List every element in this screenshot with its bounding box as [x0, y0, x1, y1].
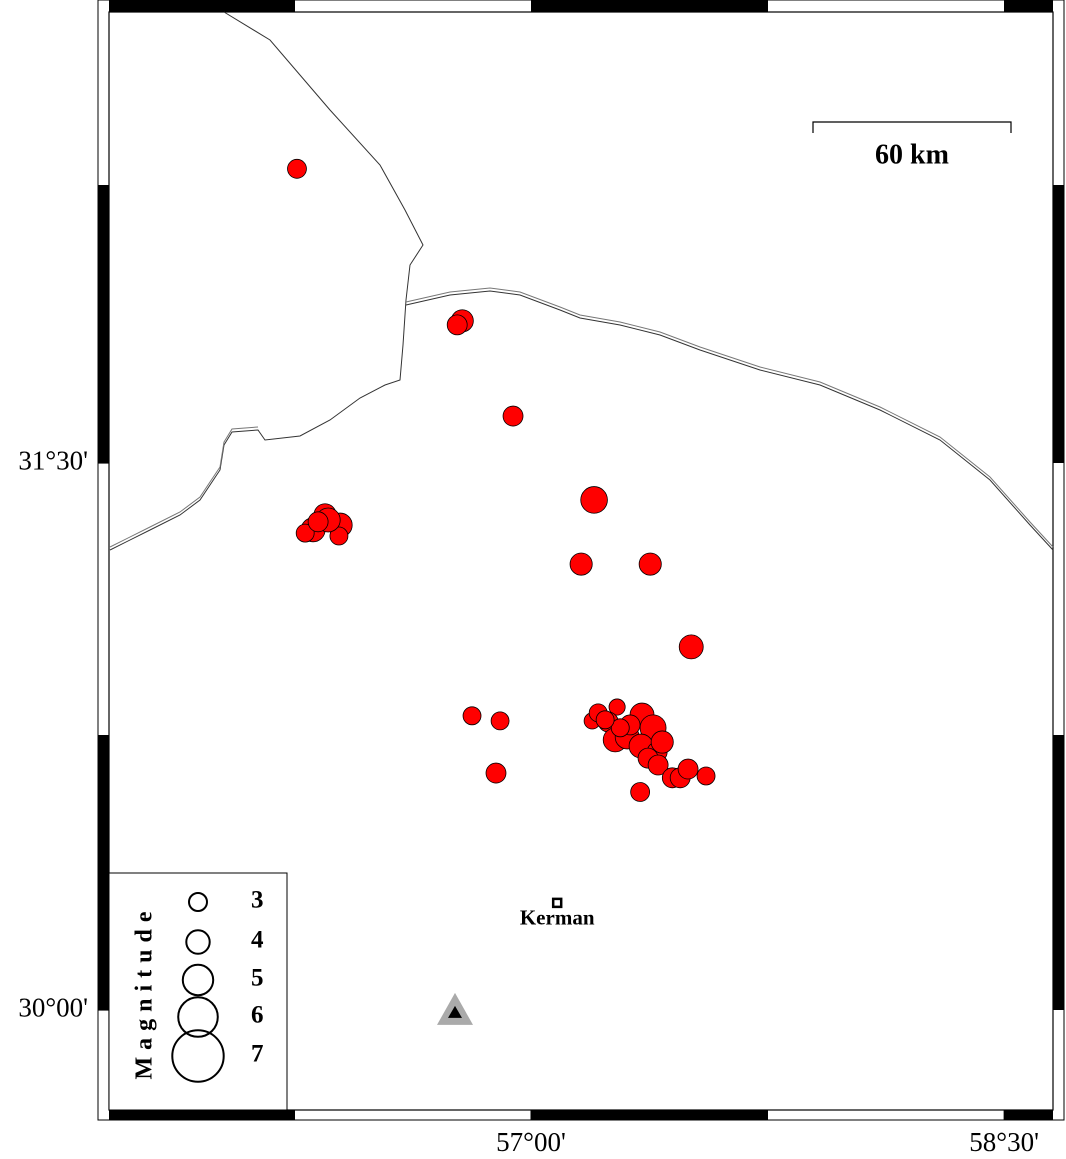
earthquake — [307, 511, 329, 533]
scale-label: 60 km — [875, 139, 949, 170]
legend-circle — [177, 996, 219, 1038]
earthquake — [610, 718, 630, 738]
earthquake — [595, 710, 615, 730]
legend-label: 7 — [251, 1041, 264, 1068]
city-label: Kerman — [520, 906, 595, 930]
station-inner — [447, 1005, 462, 1018]
lon-tick-label: 58°30' — [969, 1127, 1039, 1157]
legend-circle — [181, 963, 215, 997]
legend-circle — [171, 1029, 225, 1083]
legend-label: 6 — [251, 1002, 264, 1029]
legend-label: 4 — [251, 927, 264, 954]
legend-box — [108, 872, 288, 1111]
earthquake — [485, 762, 507, 784]
earthquake — [647, 754, 669, 776]
legend-label: 5 — [251, 965, 264, 992]
earthquake — [678, 634, 704, 660]
legend-title: Magnitude — [132, 904, 158, 1079]
earthquake — [490, 711, 510, 731]
scale-bar — [812, 121, 1012, 133]
legend-circle — [185, 929, 211, 955]
lat-tick-label: 31°30' — [18, 445, 88, 475]
lat-tick-label: 30°00' — [18, 992, 88, 1022]
earthquake — [446, 314, 468, 336]
earthquake — [287, 158, 307, 179]
earthquake — [650, 730, 674, 754]
earthquake — [580, 486, 608, 514]
earthquake — [677, 758, 699, 780]
earthquake — [630, 782, 651, 802]
legend-label: 3 — [251, 887, 264, 914]
borders — [109, 11, 1054, 551]
earthquake — [502, 405, 524, 427]
lon-tick-label: 57°00' — [496, 1127, 566, 1157]
earthquake — [608, 698, 626, 716]
earthquake — [638, 552, 662, 576]
earthquake — [462, 706, 482, 726]
earthquake — [329, 526, 349, 546]
earthquake — [295, 523, 315, 543]
frame-bars — [98, 0, 1064, 1120]
earthquake — [696, 766, 716, 786]
map-frame — [108, 11, 1054, 1111]
earthquake — [569, 552, 593, 576]
legend-circle — [188, 892, 208, 912]
city-marker — [551, 897, 563, 909]
